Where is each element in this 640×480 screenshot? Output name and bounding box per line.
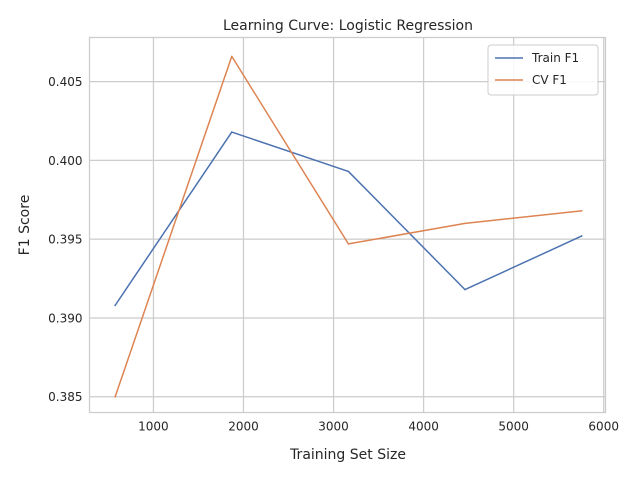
legend-label-train-f1: Train F1 xyxy=(531,51,579,65)
data-point-cv-f1 xyxy=(464,222,466,225)
data-point-cv-f1 xyxy=(580,210,583,212)
legend-label-cv-f1: CV F1 xyxy=(532,73,567,87)
x-tick-label: 2000 xyxy=(228,420,259,434)
y-tick-label: 0.385 xyxy=(48,390,82,404)
data-point-train-f1 xyxy=(231,131,233,133)
data-point-train-f1 xyxy=(114,304,116,307)
x-tick-label: 6000 xyxy=(588,420,619,434)
y-axis-ticks: 0.385 0.390 0.395 0.400 0.405 xyxy=(48,75,82,404)
x-tick-label: 1000 xyxy=(138,420,169,434)
legend: Train F1 CV F1 xyxy=(487,44,599,96)
x-tick-label: 4000 xyxy=(408,420,439,434)
y-tick-label: 0.395 xyxy=(48,233,82,247)
series-lines xyxy=(114,55,583,398)
x-axis-ticks: 1000 2000 3000 4000 5000 6000 xyxy=(138,420,619,434)
y-tick-label: 0.390 xyxy=(48,311,82,325)
data-point-cv-f1 xyxy=(347,243,350,245)
data-point-cv-f1 xyxy=(231,55,233,58)
data-point-train-f1 xyxy=(580,235,583,237)
y-tick-label: 0.400 xyxy=(48,154,82,168)
y-tick-label: 0.405 xyxy=(48,75,82,89)
plot-area-frame xyxy=(88,36,607,414)
chart-title: Learning Curve: Logistic Regression xyxy=(223,18,473,34)
x-tick-label: 5000 xyxy=(498,420,529,434)
x-axis-label: Training Set Size xyxy=(289,447,406,463)
data-point-train-f1 xyxy=(347,170,350,173)
data-point-cv-f1 xyxy=(114,395,116,398)
y-axis-label: F1 Score xyxy=(17,195,33,256)
x-tick-label: 3000 xyxy=(318,420,349,434)
data-point-train-f1 xyxy=(464,288,466,291)
